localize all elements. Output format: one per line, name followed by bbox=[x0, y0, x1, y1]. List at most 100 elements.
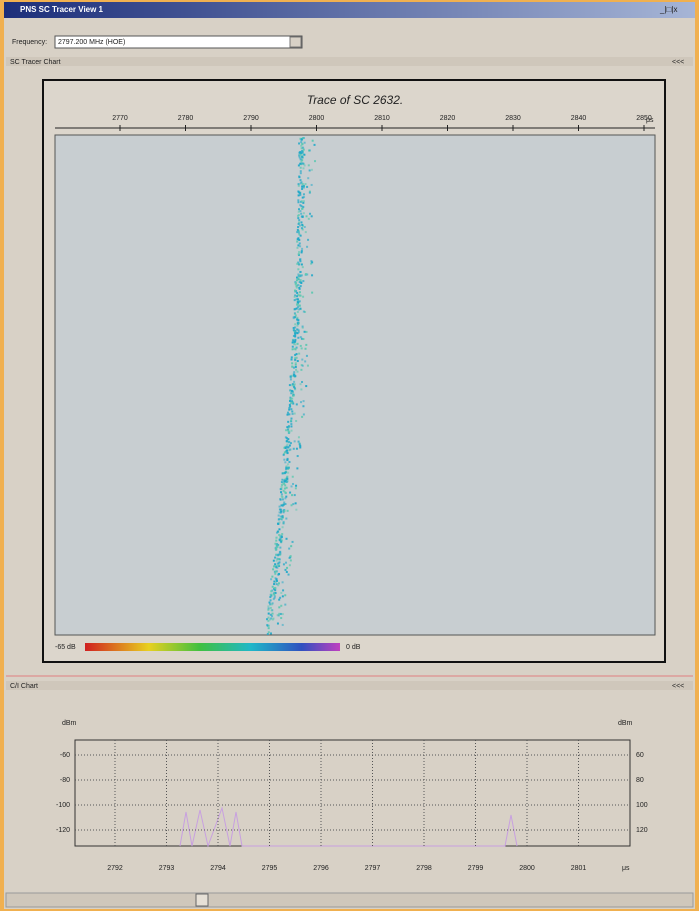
trace-dot bbox=[280, 510, 283, 513]
scrollbar[interactable] bbox=[5, 892, 694, 908]
trace-dot bbox=[288, 547, 291, 550]
trace-dot bbox=[291, 341, 294, 344]
trace-dot bbox=[291, 540, 294, 543]
trace-dot bbox=[298, 286, 301, 289]
trace-dot bbox=[298, 251, 301, 254]
trace-dot bbox=[277, 518, 280, 521]
trace-dot bbox=[286, 446, 289, 449]
trace-dot bbox=[297, 319, 300, 322]
trace-dot bbox=[285, 537, 288, 540]
x-tick-label: 2770 bbox=[112, 115, 128, 122]
trace-dot bbox=[284, 603, 287, 606]
trace-dot bbox=[283, 451, 286, 454]
trace-dot bbox=[279, 488, 282, 491]
trace-dot bbox=[298, 176, 301, 179]
trace-dot bbox=[308, 169, 311, 172]
collapse-button[interactable]: <<< bbox=[672, 683, 684, 690]
trace-dot bbox=[299, 137, 302, 140]
trace-dot bbox=[289, 448, 292, 451]
frequency-dropdown[interactable] bbox=[54, 35, 303, 49]
trace-dot bbox=[289, 376, 292, 379]
trace-dot bbox=[296, 310, 299, 313]
trace-dot bbox=[306, 185, 309, 188]
trace-dot bbox=[313, 143, 316, 146]
trace-dot bbox=[296, 318, 299, 321]
trace-dot bbox=[310, 215, 313, 218]
trace-dot bbox=[297, 336, 300, 339]
trace-dot bbox=[267, 624, 270, 627]
trace-dot bbox=[302, 405, 305, 408]
trace-dot bbox=[275, 583, 278, 586]
trace-dot bbox=[296, 455, 299, 458]
trace-dot bbox=[288, 431, 291, 434]
trace-dot bbox=[294, 314, 297, 317]
trace-dot bbox=[296, 276, 299, 279]
trace-dot bbox=[280, 495, 283, 498]
x-tick-label: 2798 bbox=[416, 865, 432, 872]
trace-dot bbox=[295, 285, 298, 288]
trace-dot bbox=[300, 160, 303, 163]
trace-dot bbox=[267, 619, 270, 622]
trace-dot bbox=[299, 192, 302, 195]
trace-dot bbox=[301, 266, 304, 269]
trace-dot bbox=[270, 617, 273, 620]
trace-dot bbox=[287, 428, 290, 431]
x-tick-label: 2796 bbox=[313, 865, 329, 872]
trace-dot bbox=[305, 354, 308, 357]
trace-dot bbox=[267, 612, 270, 615]
trace-dot bbox=[274, 592, 277, 595]
ci-axes: -60 60 -80 80 -100 100 -120 120 2792 2793 2794 2795… bbox=[56, 740, 648, 872]
trace-dot bbox=[293, 295, 296, 298]
trace-dot bbox=[294, 487, 297, 490]
trace-dot bbox=[274, 570, 277, 573]
trace-dot bbox=[279, 553, 282, 556]
dropdown-button[interactable] bbox=[289, 36, 302, 48]
trace-dot bbox=[290, 504, 293, 507]
trace-dot bbox=[296, 298, 299, 301]
trace-dot bbox=[281, 623, 284, 626]
trace-dot bbox=[295, 307, 298, 310]
trace-dot bbox=[294, 316, 297, 319]
trace-dot bbox=[294, 353, 297, 356]
trace-dot bbox=[290, 389, 293, 392]
trace-dot bbox=[274, 589, 277, 592]
trace-dot bbox=[278, 528, 281, 531]
window-controls[interactable]: _|□|x bbox=[659, 5, 677, 14]
trace-dot bbox=[291, 390, 294, 393]
trace-dot bbox=[301, 155, 304, 158]
x-tick-label: 2794 bbox=[210, 865, 226, 872]
trace-dot bbox=[298, 443, 301, 446]
trace-dot bbox=[293, 380, 296, 383]
collapse-button[interactable]: <<< bbox=[672, 59, 684, 66]
trace-dot bbox=[285, 437, 288, 440]
trace-dot bbox=[292, 366, 295, 369]
trace-dot bbox=[287, 471, 290, 474]
trace-dot bbox=[298, 233, 301, 236]
trace-dot bbox=[281, 478, 284, 481]
trace-dot bbox=[282, 453, 285, 456]
trace-dot bbox=[299, 245, 302, 248]
trace-dot bbox=[291, 345, 294, 348]
scroll-thumb[interactable] bbox=[195, 893, 209, 907]
trace-dot bbox=[267, 627, 270, 630]
trace-dot bbox=[301, 358, 304, 361]
trace-dot bbox=[301, 228, 304, 231]
trace-dot bbox=[310, 262, 313, 265]
trace-dot bbox=[302, 200, 305, 203]
trace-dot bbox=[273, 592, 276, 595]
trace-dot bbox=[282, 503, 285, 506]
trace-dot bbox=[297, 329, 300, 332]
trace-dot bbox=[290, 417, 293, 420]
trace-dot bbox=[274, 577, 277, 580]
trace-dot bbox=[298, 224, 301, 227]
trace-dot bbox=[294, 340, 297, 343]
trace-dot bbox=[276, 564, 279, 567]
trace-dot bbox=[280, 483, 283, 486]
trace-dot bbox=[306, 273, 309, 276]
trace-dot bbox=[285, 429, 288, 432]
trace-dot bbox=[290, 425, 293, 428]
trace-plot bbox=[54, 134, 656, 636]
trace-dot bbox=[297, 273, 300, 276]
trace-dot bbox=[288, 406, 291, 409]
trace-dot bbox=[285, 517, 288, 520]
